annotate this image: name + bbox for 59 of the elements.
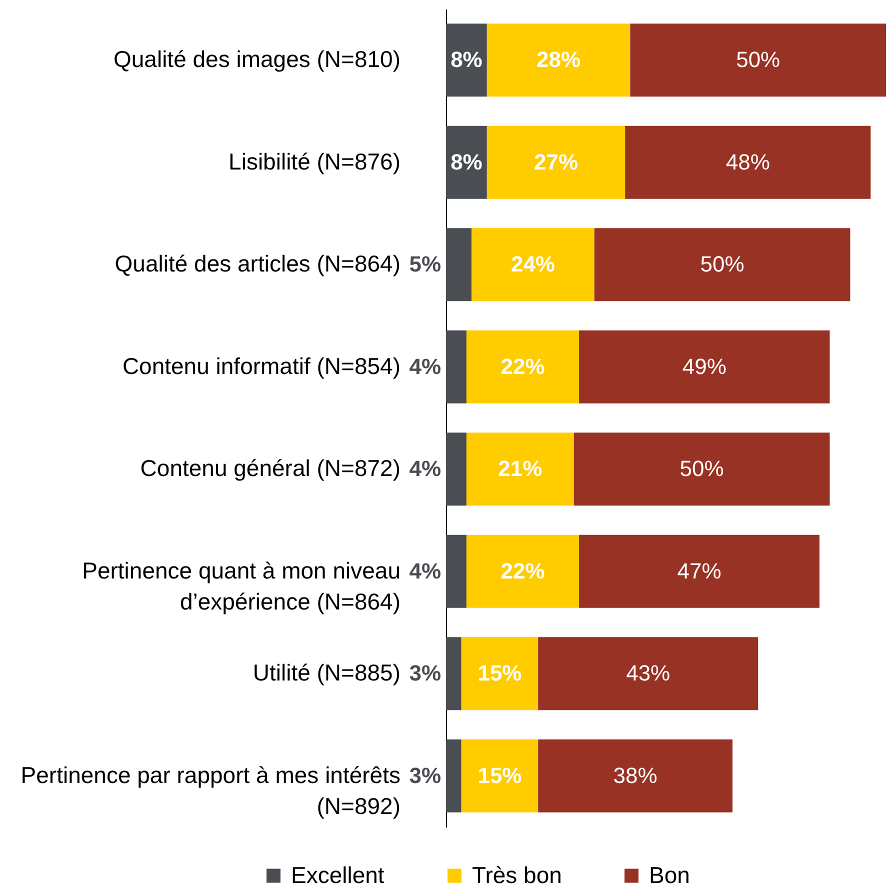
- bar: [625, 126, 871, 199]
- y-tick-label: Qualité des articles (N=864): [114, 250, 400, 277]
- bar: [446, 330, 466, 404]
- legend-label: Bon: [649, 862, 690, 886]
- data-label: 3%: [409, 762, 441, 788]
- y-tick-label: Qualité des images (N=810): [113, 46, 400, 72]
- bar: [579, 330, 830, 404]
- data-label: 21%: [498, 456, 542, 482]
- y-tick-label: Pertinence quant à mon niveau d’expérience (N=864): [82, 557, 400, 614]
- data-label: 4%: [409, 558, 441, 584]
- y-tick-label: Contenu informatif (N=854): [122, 352, 400, 379]
- bar: [594, 228, 850, 302]
- data-label: 5%: [409, 252, 441, 277]
- bar: [446, 126, 487, 199]
- data-label: 43%: [626, 660, 670, 686]
- bar: [538, 637, 758, 710]
- bar: [466, 432, 574, 506]
- bar: [461, 637, 538, 710]
- y-tick-label: Pertinence par rapport à mes intérêts (N=892): [20, 762, 400, 819]
- legend-label: Excellent: [291, 862, 385, 886]
- data-label: 38%: [613, 762, 658, 788]
- bar: [466, 330, 580, 404]
- data-label: 24%: [510, 252, 555, 277]
- data-label: 8%: [450, 149, 482, 174]
- data-label: 15%: [478, 762, 522, 788]
- data-label: 28%: [536, 47, 581, 72]
- y-tick-label: Contenu général (N=872): [140, 455, 400, 482]
- bar: [446, 432, 466, 506]
- legend-label: Très bon: [472, 862, 562, 886]
- bar: [486, 126, 626, 199]
- bar: [466, 534, 580, 608]
- data-label: 50%: [680, 456, 724, 482]
- bar: [446, 739, 462, 812]
- y-tick-label: Lisibilité (N=876): [228, 148, 400, 174]
- bar: [486, 24, 630, 97]
- data-label: 4%: [409, 456, 441, 482]
- bar: [446, 534, 466, 608]
- data-label: 3%: [409, 660, 441, 686]
- bar: [461, 739, 538, 812]
- bar: [446, 228, 472, 302]
- data-label: 49%: [682, 354, 726, 379]
- bar: [446, 637, 462, 710]
- data-label: 50%: [736, 47, 780, 72]
- bar: [446, 24, 487, 97]
- data-label: 47%: [677, 558, 722, 584]
- bar: [574, 432, 830, 506]
- data-label: 4%: [409, 354, 441, 379]
- bar: [472, 228, 594, 302]
- data-label: 50%: [700, 252, 744, 277]
- y-tick-label: Utilité (N=885): [252, 660, 400, 686]
- data-label: 8%: [450, 47, 482, 72]
- data-label: 15%: [478, 660, 522, 686]
- data-label: 48%: [726, 149, 770, 174]
- bar: [538, 739, 733, 812]
- bar: [630, 24, 886, 97]
- data-label: 27%: [534, 149, 578, 174]
- data-label: 22%: [500, 354, 545, 379]
- bar: [579, 534, 820, 608]
- data-label: 22%: [500, 558, 545, 584]
